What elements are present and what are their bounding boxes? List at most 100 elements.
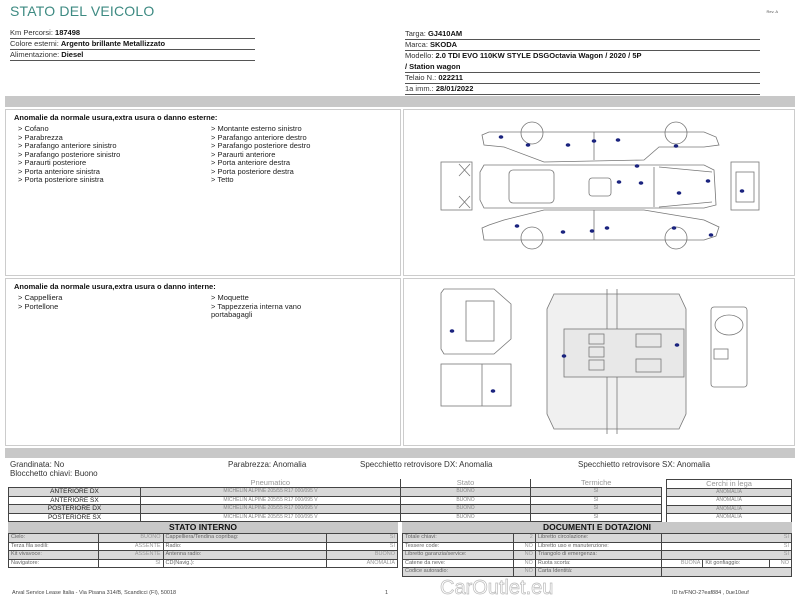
parabrezza: Parabrezza: Anomalia [228,460,307,469]
modello-label: Modello: [405,51,434,60]
status-value: SI [326,533,398,543]
damage-marker [708,233,714,237]
interior-anomaly-item: > Cappelliera [18,293,63,302]
alloy-row: ANOMALIA [666,496,792,506]
page-title: STATO DEL VEICOLO [10,3,155,19]
page-number: 1 [385,590,389,596]
damage-marker [673,144,679,148]
tire-position: ANTERIORE SX [8,495,141,505]
exterior-anomaly-item: > Montante esterno sinistro [211,124,302,133]
damage-marker [739,189,745,193]
alloy-row: ANOMALIA [666,513,792,523]
status-value: BUONO [97,533,164,543]
damage-marker [490,389,496,393]
tailgate-icon [440,363,512,407]
status-label: Carta Identità: [534,567,662,577]
status-label: Codice autoradio: [402,567,514,577]
stato-interno-header: STATO INTERNO [8,522,398,533]
status-label: Cielo: [8,533,99,543]
alloy-row: ANOMALIA [666,487,792,497]
footer-address: Arval Service Lease Italia - Via Pisana … [12,590,177,596]
exterior-list-col2: > Montante esterno sinistro > Parafango a… [211,124,310,185]
kit-value: NO [768,558,793,568]
status-label: Libretto circolazione: [534,533,662,543]
exterior-anomaly-item: > Porta posteriore sinistra [18,175,104,184]
status-row: Libretto garanzia/service: NO Triangolo di… [402,550,792,560]
damage-marker [449,329,455,333]
tires-header-termiche: Termiche [581,478,612,488]
interior-anomaly-item: > Portellone [18,301,59,311]
exterior-list-col1: > Cofano > Parabrezza > Parafango anterior… [18,124,121,185]
colore-value: Argento brillante Metallizzato [60,39,166,48]
tires-header-pneumatico: Pneumatico [140,479,401,488]
marca-value: SKODA [430,40,458,49]
specchietto-sx: Specchietto retrovisore SX: Anomalia [578,460,711,469]
status-row: Terza fila sedili: ASSENTE Radio: SI [8,541,398,551]
status-value: ASSENTE [97,550,164,560]
status-value [661,567,792,577]
damage-marker [604,226,610,230]
tire-status: BUONO [400,504,531,514]
damage-marker [705,179,711,183]
exterior-diagram [403,109,795,276]
status-label: Kit vivavoce: [8,550,99,560]
status-value: SI [661,541,792,551]
tire-row: ANTERIORE SX MICHELIN ALPINE 205/55 R17 0… [8,495,662,505]
section-divider-2 [5,448,795,458]
document-id: ID tv/FNO-2?eaf884 , 0ue10euf [672,590,749,596]
alloy-row: ANOMALIA [666,504,792,514]
status-value: SI [97,558,164,568]
exterior-anomaly-item: > Parafango posteriore sinistro [18,149,121,159]
damage-marker [638,181,644,185]
damage-marker [525,143,531,147]
modello-row: Modello: 2.0 TDI EVO 110KW STYLE DSGOcta… [405,51,760,62]
tire-status: BUONO [400,512,531,522]
interior-list-col1: > Cappelliera > Portellone [18,293,63,311]
tire-position: POSTERIORE DX [8,504,141,514]
targa-label: Targa: [405,29,426,38]
marca-row: Marca: SKODA [405,40,760,51]
car-side-right-icon [481,209,720,250]
telaio-label: Telaio N.: [405,73,437,82]
status-value: NO [512,541,536,551]
tire-status: BUONO [400,495,531,505]
tires-header-stato: Stato [400,479,531,488]
damage-marker [589,229,595,233]
status-value: BUONA [661,558,704,568]
exterior-anomaly-item: > Paraurti anteriore [211,149,276,159]
tire-winter: SI [530,512,662,522]
specchietto-dx: Specchietto retrovisore DX: Anomalia [360,460,493,469]
targa-row: Targa: GJ410AM [405,29,760,40]
status-value: 2 [512,533,536,543]
telaio-value: 022211 [438,73,463,82]
tire-row: POSTERIORE DX MICHELIN ALPINE 205/55 R17 … [8,504,662,514]
interior-anomaly-item: portabagagli [211,310,253,319]
exterior-anomaly-item: > Porta anteriore destra [211,158,291,167]
status-label: Totale chiavi: [402,533,514,543]
status-label: Tessere code: [402,541,514,551]
status-value: BUONO [326,550,398,560]
damage-marker [671,226,677,230]
exterior-anomaly-item: > Tetto [211,175,234,184]
status-value: NO [512,550,536,560]
damage-marker [674,343,680,347]
alloy-status: ANOMALIA [666,513,792,523]
immatricolazione-value: 28/01/2022 [435,84,474,93]
tire-position: ANTERIORE DX [8,487,141,497]
colore-label: Colore esterni: [10,39,59,48]
status-value: SI [661,550,792,560]
tire-model: MICHELIN ALPINE 205/55 R17 000/095 V [140,487,401,497]
status-value: SI [326,541,398,551]
km-label: Km Percorsi: [10,28,53,37]
exterior-anomaly-item: > Porta posteriore destra [211,166,294,176]
car-rear-view-icon [440,161,473,211]
status-value: SI [661,533,792,543]
status-row: Codice autoradio: NO Carta Identità: [402,567,792,577]
targa-value: GJ410AM [427,29,463,38]
status-label: Libretto garanzia/service: [402,550,514,560]
status-row: Cielo: BUONO Cappelliera/Tendina copribag:… [8,533,398,543]
damage-marker [615,138,621,142]
alloy-status: ANOMALIA [666,504,792,514]
tire-position: POSTERIORE SX [8,512,141,522]
status-label: Cappelliera/Tendina copribag: [162,533,327,543]
